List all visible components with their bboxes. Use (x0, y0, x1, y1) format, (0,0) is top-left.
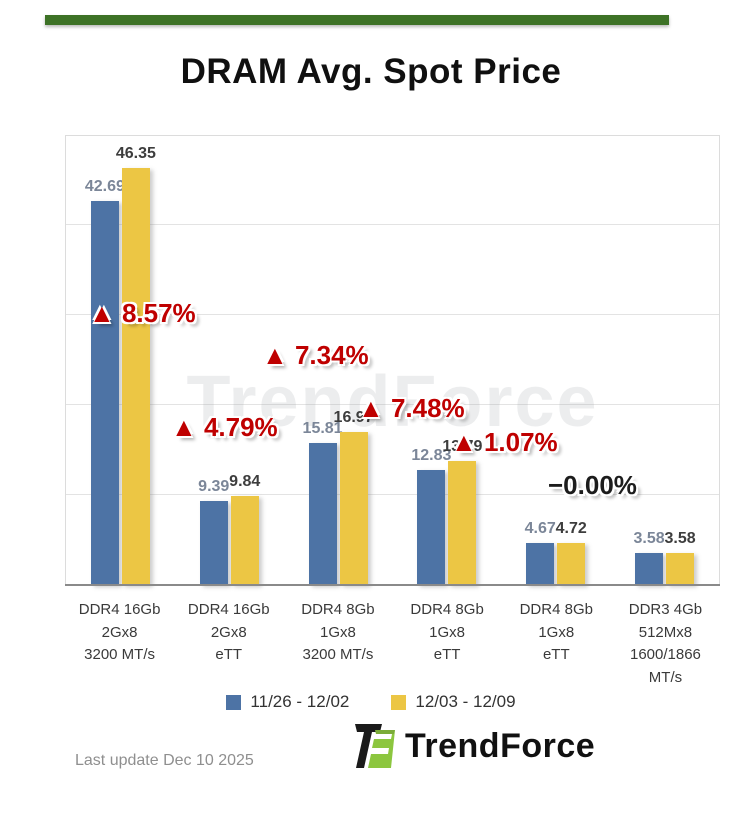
bar-yellow: 4.72 (556, 520, 587, 585)
bar-blue: 3.58 (633, 530, 665, 585)
bar-value-label: 3.58 (633, 529, 665, 547)
legend-label: 11/26 - 12/02 (250, 692, 350, 711)
bar-group: 3.58 3.58 (633, 136, 696, 585)
bar-value-label: 16.97 (333, 409, 374, 427)
bar-value-label: 9.84 (229, 473, 261, 491)
gridline (66, 314, 719, 315)
legend-swatch (226, 694, 242, 710)
bar-value-label: 9.39 (198, 477, 230, 495)
legend-swatch (391, 694, 407, 710)
change-label: ▲ 7.34% (262, 340, 369, 370)
x-axis-labels: DDR4 16Gb 2Gx8 3200 MT/s DDR4 16Gb 2Gx8 eTT DD… (65, 599, 720, 689)
bar-value-label: 15.81 (302, 419, 343, 437)
bar-blue: 4.67 (525, 520, 556, 585)
bar-value-label: 4.72 (555, 519, 587, 537)
bar-value-label: 46.35 (115, 144, 156, 162)
category-label: DDR4 8Gb 1Gx8 3200 MT/s (301, 601, 375, 663)
change-label: −0.00% (548, 470, 637, 500)
legend-item: 11/26 - 12/02 (226, 692, 349, 712)
bar-yellow: 16.97 (334, 410, 374, 585)
bar-group: 12.83 13.79 (411, 136, 482, 585)
plot-area: TrendForce 42.69 46.35 9.39 9.84 15.81 16.97 1… (65, 135, 720, 586)
bar-yellow: 13.79 (442, 438, 482, 585)
bar-value-label: 13.79 (442, 437, 483, 455)
trendforce-logo-icon (355, 724, 397, 768)
category-label: DDR3 4Gb 512Mx8 1600/1866 MT/s (628, 601, 703, 686)
bar-yellow: 9.84 (229, 474, 260, 585)
bar-value-label: 42.69 (84, 177, 125, 195)
last-update-text: Last update Dec 10 2025 (75, 752, 254, 769)
gridline (66, 224, 719, 225)
legend-item: 12/03 - 12/09 (391, 692, 516, 712)
bar-blue: 9.39 (198, 478, 229, 585)
bar-blue: 15.81 (303, 420, 343, 585)
x-axis-line (65, 584, 720, 586)
legend-label: 12/03 - 12/09 (415, 692, 516, 711)
change-label: ▲ 8.57% (89, 298, 196, 328)
bar-value-label: 3.58 (664, 529, 696, 547)
trendforce-logo: TrendForce (355, 724, 595, 768)
chart-legend: 11/26 - 12/02 12/03 - 12/09 (0, 692, 742, 712)
bar-group: 9.39 9.84 (198, 136, 260, 585)
bar-yellow: 3.58 (664, 530, 696, 585)
accent-top-bar (45, 15, 669, 25)
bar-group: 4.67 4.72 (525, 136, 587, 585)
category-label: DDR4 16Gb 2Gx8 eTT (187, 601, 270, 663)
category-label: DDR4 8Gb 1Gx8 eTT (410, 601, 484, 663)
bar-blue: 42.69 (85, 178, 125, 585)
bar-group: 15.81 16.97 (303, 136, 374, 585)
change-label: ▲ 7.48% (358, 393, 465, 423)
change-label: ▲ 4.79% (171, 412, 278, 442)
trendforce-logo-text: TrendForce (405, 726, 596, 765)
bar-value-label: 12.83 (411, 446, 452, 464)
gridline (66, 404, 719, 405)
category-label: DDR4 8Gb 1Gx8 eTT (519, 601, 593, 663)
page-title: DRAM Avg. Spot Price (180, 52, 562, 91)
bar-group: 42.69 46.35 (85, 136, 156, 585)
bar-yellow: 46.35 (116, 145, 156, 585)
bar-value-label: 4.67 (524, 519, 556, 537)
bar-blue: 12.83 (411, 447, 451, 585)
category-label: DDR4 16Gb 2Gx8 3200 MT/s (78, 601, 161, 663)
change-label: ▲ 1.07% (451, 427, 558, 457)
gridline (66, 494, 719, 495)
